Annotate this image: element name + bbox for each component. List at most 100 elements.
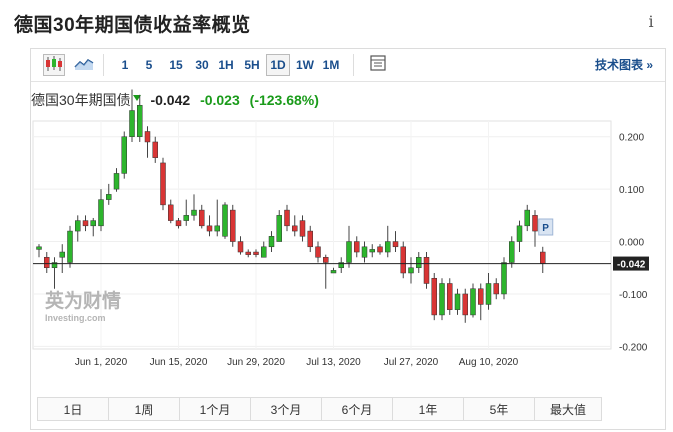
x-tick-label: Jun 1, 2020 xyxy=(75,357,128,368)
candle-body xyxy=(470,288,476,316)
candle-body xyxy=(90,220,96,227)
interval-1[interactable]: 1 xyxy=(121,58,129,72)
candle-body xyxy=(540,251,546,264)
tech-chart-link[interactable]: 技术图表 » xyxy=(594,58,653,72)
plot-area xyxy=(32,120,612,350)
interval-5[interactable]: 5 xyxy=(145,58,153,72)
candle-body xyxy=(284,209,290,227)
interval-1d[interactable]: 1D xyxy=(266,54,290,76)
range-button[interactable]: 1年 xyxy=(392,397,464,421)
candle-body xyxy=(191,209,197,216)
pivot-label: P xyxy=(542,223,549,234)
candle-body xyxy=(462,293,468,316)
candle-body xyxy=(152,141,158,158)
toolbar-divider xyxy=(103,54,104,76)
candle-body xyxy=(144,131,151,143)
candle-body xyxy=(237,241,244,253)
candle-body xyxy=(439,283,445,316)
candle-body xyxy=(447,283,453,310)
interval-1m[interactable]: 1M xyxy=(322,58,340,72)
range-button[interactable]: 5年 xyxy=(463,397,535,421)
table-icon[interactable] xyxy=(367,54,389,76)
candle-body xyxy=(106,194,112,200)
candle-body xyxy=(292,225,298,232)
interval-1w[interactable]: 1W xyxy=(296,58,314,72)
y-tick-label: 0.200 xyxy=(619,133,644,144)
candle-body xyxy=(129,110,135,137)
range-button[interactable]: 3个月 xyxy=(250,397,322,421)
range-selector: 1日 1周 1个月 3个月 6个月 1年 5年 最大值 xyxy=(31,397,665,423)
candle-body xyxy=(392,241,399,248)
candle-body xyxy=(501,262,507,295)
candle-body xyxy=(222,204,228,237)
range-button[interactable]: 1周 xyxy=(108,397,180,421)
interval-30[interactable]: 30 xyxy=(195,58,209,72)
candle-body xyxy=(113,173,120,190)
candle-body xyxy=(121,136,127,174)
candle-body xyxy=(75,220,81,232)
candlestick-chart[interactable]: 0.200 0.100 0.000 -0.100 -0.200 Jun 1, 2020 Ju… xyxy=(31,49,667,394)
last-price: -0.042 xyxy=(150,92,191,108)
candle-body xyxy=(160,162,166,206)
candle-body xyxy=(408,267,414,274)
candle-body xyxy=(44,257,50,269)
candle-body xyxy=(346,241,352,263)
x-tick-label: Jul 13, 2020 xyxy=(306,357,361,368)
line-chart-icon[interactable] xyxy=(73,54,95,76)
candle-body xyxy=(454,293,461,310)
candle-body xyxy=(59,251,65,258)
candle-body xyxy=(183,215,189,221)
x-tick-label: Jun 15, 2020 xyxy=(150,357,208,368)
last-price-marker xyxy=(613,256,649,271)
info-icon[interactable]: i xyxy=(648,12,654,31)
candle-body xyxy=(315,246,321,258)
candle-body xyxy=(323,257,329,263)
candle-body xyxy=(532,215,538,232)
candlestick-icon[interactable] xyxy=(43,54,65,76)
interval-15[interactable]: 15 xyxy=(169,58,183,72)
candle-body xyxy=(524,209,530,227)
x-tick-label: Aug 10, 2020 xyxy=(459,357,519,368)
candle-body xyxy=(168,204,174,221)
candle-body xyxy=(253,251,259,255)
candle-body xyxy=(137,105,143,137)
x-tick-label: Jun 29, 2020 xyxy=(227,357,285,368)
candle-body xyxy=(206,225,213,232)
candle-body xyxy=(423,257,430,284)
chart-toolbar: 1 5 15 30 1H 5H 1D 1W 1M 技术图表 » xyxy=(31,49,665,82)
interval-1h[interactable]: 1H xyxy=(218,58,234,72)
range-button[interactable]: 最大值 xyxy=(534,397,602,421)
candle-body xyxy=(385,241,391,253)
candle-body xyxy=(199,209,205,227)
candle-body xyxy=(268,236,275,248)
candle-body xyxy=(416,257,422,269)
candle-body xyxy=(431,277,437,316)
range-button[interactable]: 6个月 xyxy=(321,397,393,421)
candle-body xyxy=(493,283,499,295)
range-button[interactable]: 1日 xyxy=(37,397,109,421)
range-button[interactable]: 1个月 xyxy=(179,397,251,421)
candle-body xyxy=(361,246,368,258)
candle-body xyxy=(276,215,282,242)
candle-body xyxy=(214,225,220,232)
candle-body xyxy=(354,241,360,253)
last-price-label: -0.042 xyxy=(617,260,646,271)
candle-body xyxy=(82,220,89,227)
interval-5h[interactable]: 5H xyxy=(244,58,260,72)
x-tick-label: Jul 27, 2020 xyxy=(384,357,439,368)
candle-body xyxy=(67,230,73,263)
candle-body xyxy=(478,288,484,305)
toolbar-divider xyxy=(353,54,354,76)
candle-body xyxy=(485,283,492,305)
y-tick-label: -0.100 xyxy=(619,290,648,301)
candle-body xyxy=(36,246,42,250)
page-title: 德国30年期国债收益率概览 xyxy=(14,15,251,36)
down-arrow-icon xyxy=(132,95,141,101)
candle-body xyxy=(230,209,236,242)
candle-body xyxy=(299,220,306,237)
chart-widget: 1 5 15 30 1H 5H 1D 1W 1M 技术图表 » 德国30年期国债… xyxy=(30,48,666,430)
watermark-text: Investing.com xyxy=(45,313,106,323)
price-change-pct: (-123.68%) xyxy=(249,92,319,108)
candle-body xyxy=(377,246,383,253)
quote-header: 德国30年期国债 -0.042 -0.023 (-123.68%) xyxy=(31,89,319,111)
